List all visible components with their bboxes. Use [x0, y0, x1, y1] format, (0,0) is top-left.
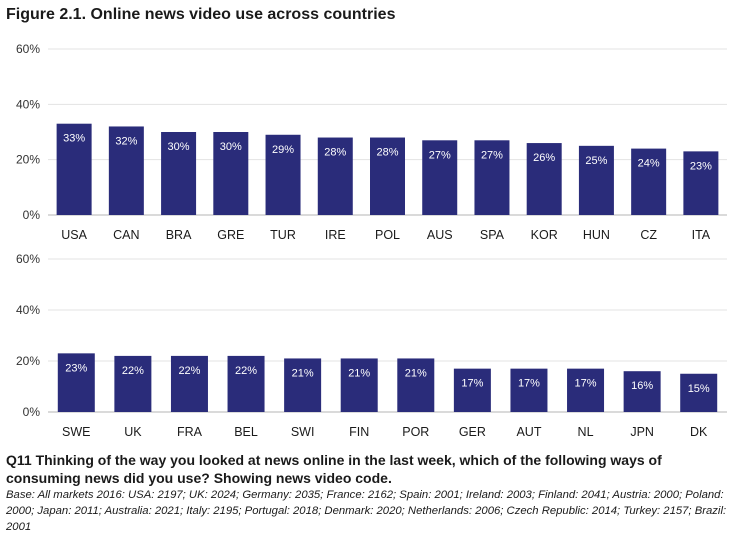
data-label: 28% [324, 147, 346, 159]
bar-spa [474, 140, 510, 215]
bar-fra [170, 355, 208, 412]
bar-nl [567, 368, 605, 412]
category-label: KOR [531, 228, 558, 240]
category-label: HUN [583, 228, 610, 240]
data-label: 29% [272, 144, 294, 156]
y-tick-label: 0% [23, 405, 41, 419]
data-label: 21% [405, 367, 427, 379]
data-label: 23% [65, 362, 87, 374]
bar-usa [56, 123, 92, 215]
category-label: GRE [217, 228, 244, 240]
category-label: UK [124, 425, 142, 439]
bar-tur [265, 134, 301, 215]
bar-fin [340, 358, 378, 412]
y-tick-label: 40% [16, 303, 40, 317]
y-tick-label: 60% [16, 42, 40, 56]
data-label: 27% [481, 149, 503, 161]
category-label: SWE [62, 425, 90, 439]
data-label: 27% [429, 149, 451, 161]
bar-swe [57, 353, 95, 412]
bar-por [397, 358, 435, 412]
category-label: FRA [177, 425, 203, 439]
bar-chart-bottom: 0% 20% 40% 60% 23% SWE 22% UK 22% FRA 22% BEL 21% SWI… [16, 252, 727, 439]
data-label: 23% [690, 160, 712, 172]
category-label: POL [375, 228, 400, 240]
category-label: FIN [349, 425, 369, 439]
category-label: BEL [234, 425, 258, 439]
category-label: JPN [630, 425, 654, 439]
y-tick-label: 20% [16, 354, 40, 368]
bar-kor [526, 143, 562, 215]
category-label: SWI [291, 425, 315, 439]
category-label: NL [578, 425, 594, 439]
bar-dk [680, 373, 718, 412]
category-label: SPA [480, 228, 505, 240]
category-label: DK [690, 425, 708, 439]
bar-uk [114, 355, 152, 412]
bar-ire [317, 137, 353, 215]
data-label: 17% [461, 378, 483, 390]
category-label: BRA [166, 228, 192, 240]
data-label: 22% [178, 365, 200, 377]
bar-hun [578, 145, 614, 215]
y-tick-label: 60% [16, 252, 40, 266]
category-label: TUR [270, 228, 296, 240]
bar-ita [683, 151, 719, 215]
bar-gre [213, 132, 249, 215]
bar-bel [227, 355, 265, 412]
data-label: 16% [631, 380, 653, 392]
category-label: IRE [325, 228, 346, 240]
data-label: 30% [220, 141, 242, 153]
bar-pol [370, 137, 405, 215]
data-label: 15% [688, 383, 710, 395]
data-label: 22% [122, 365, 144, 377]
data-label: 21% [292, 367, 314, 379]
bar-ger [453, 368, 491, 412]
base-note: Base: All markets 2016: USA: 2197; UK: 2… [6, 489, 727, 533]
data-label: 22% [235, 365, 257, 377]
bar-aus [422, 140, 458, 215]
category-label: ITA [692, 228, 711, 240]
category-label: GER [459, 425, 486, 439]
data-label: 17% [518, 378, 540, 390]
bar-bra [161, 132, 197, 215]
data-label: 24% [638, 158, 660, 170]
bar-cz [631, 148, 667, 215]
y-tick-label: 20% [16, 153, 40, 167]
bar-swi [284, 358, 322, 412]
data-label: 33% [63, 133, 85, 145]
category-label: AUT [516, 425, 541, 439]
bar-aut [510, 368, 548, 412]
data-label: 21% [348, 367, 370, 379]
category-label: POR [402, 425, 429, 439]
data-label: 28% [376, 147, 398, 159]
data-label: 17% [575, 378, 597, 390]
y-tick-label: 0% [23, 208, 41, 222]
category-label: AUS [427, 228, 453, 240]
bar-chart-top: 0% 20% 40% 60% 33% USA 32% CAN 30% BRA 30% GRE 29% TU… [16, 42, 727, 240]
category-label: CAN [113, 228, 139, 240]
y-tick-label: 40% [16, 97, 40, 111]
data-label: 25% [585, 155, 607, 167]
survey-question: Q11 Thinking of the way you looked at ne… [6, 452, 662, 486]
figure-title: Figure 2.1. Online news video use across… [6, 6, 396, 23]
bar-can [108, 126, 144, 215]
bar-jpn [623, 371, 661, 412]
data-label: 30% [168, 141, 190, 153]
category-label: USA [61, 228, 87, 240]
data-label: 26% [533, 152, 555, 164]
data-label: 32% [115, 135, 137, 147]
category-label: CZ [640, 228, 657, 240]
